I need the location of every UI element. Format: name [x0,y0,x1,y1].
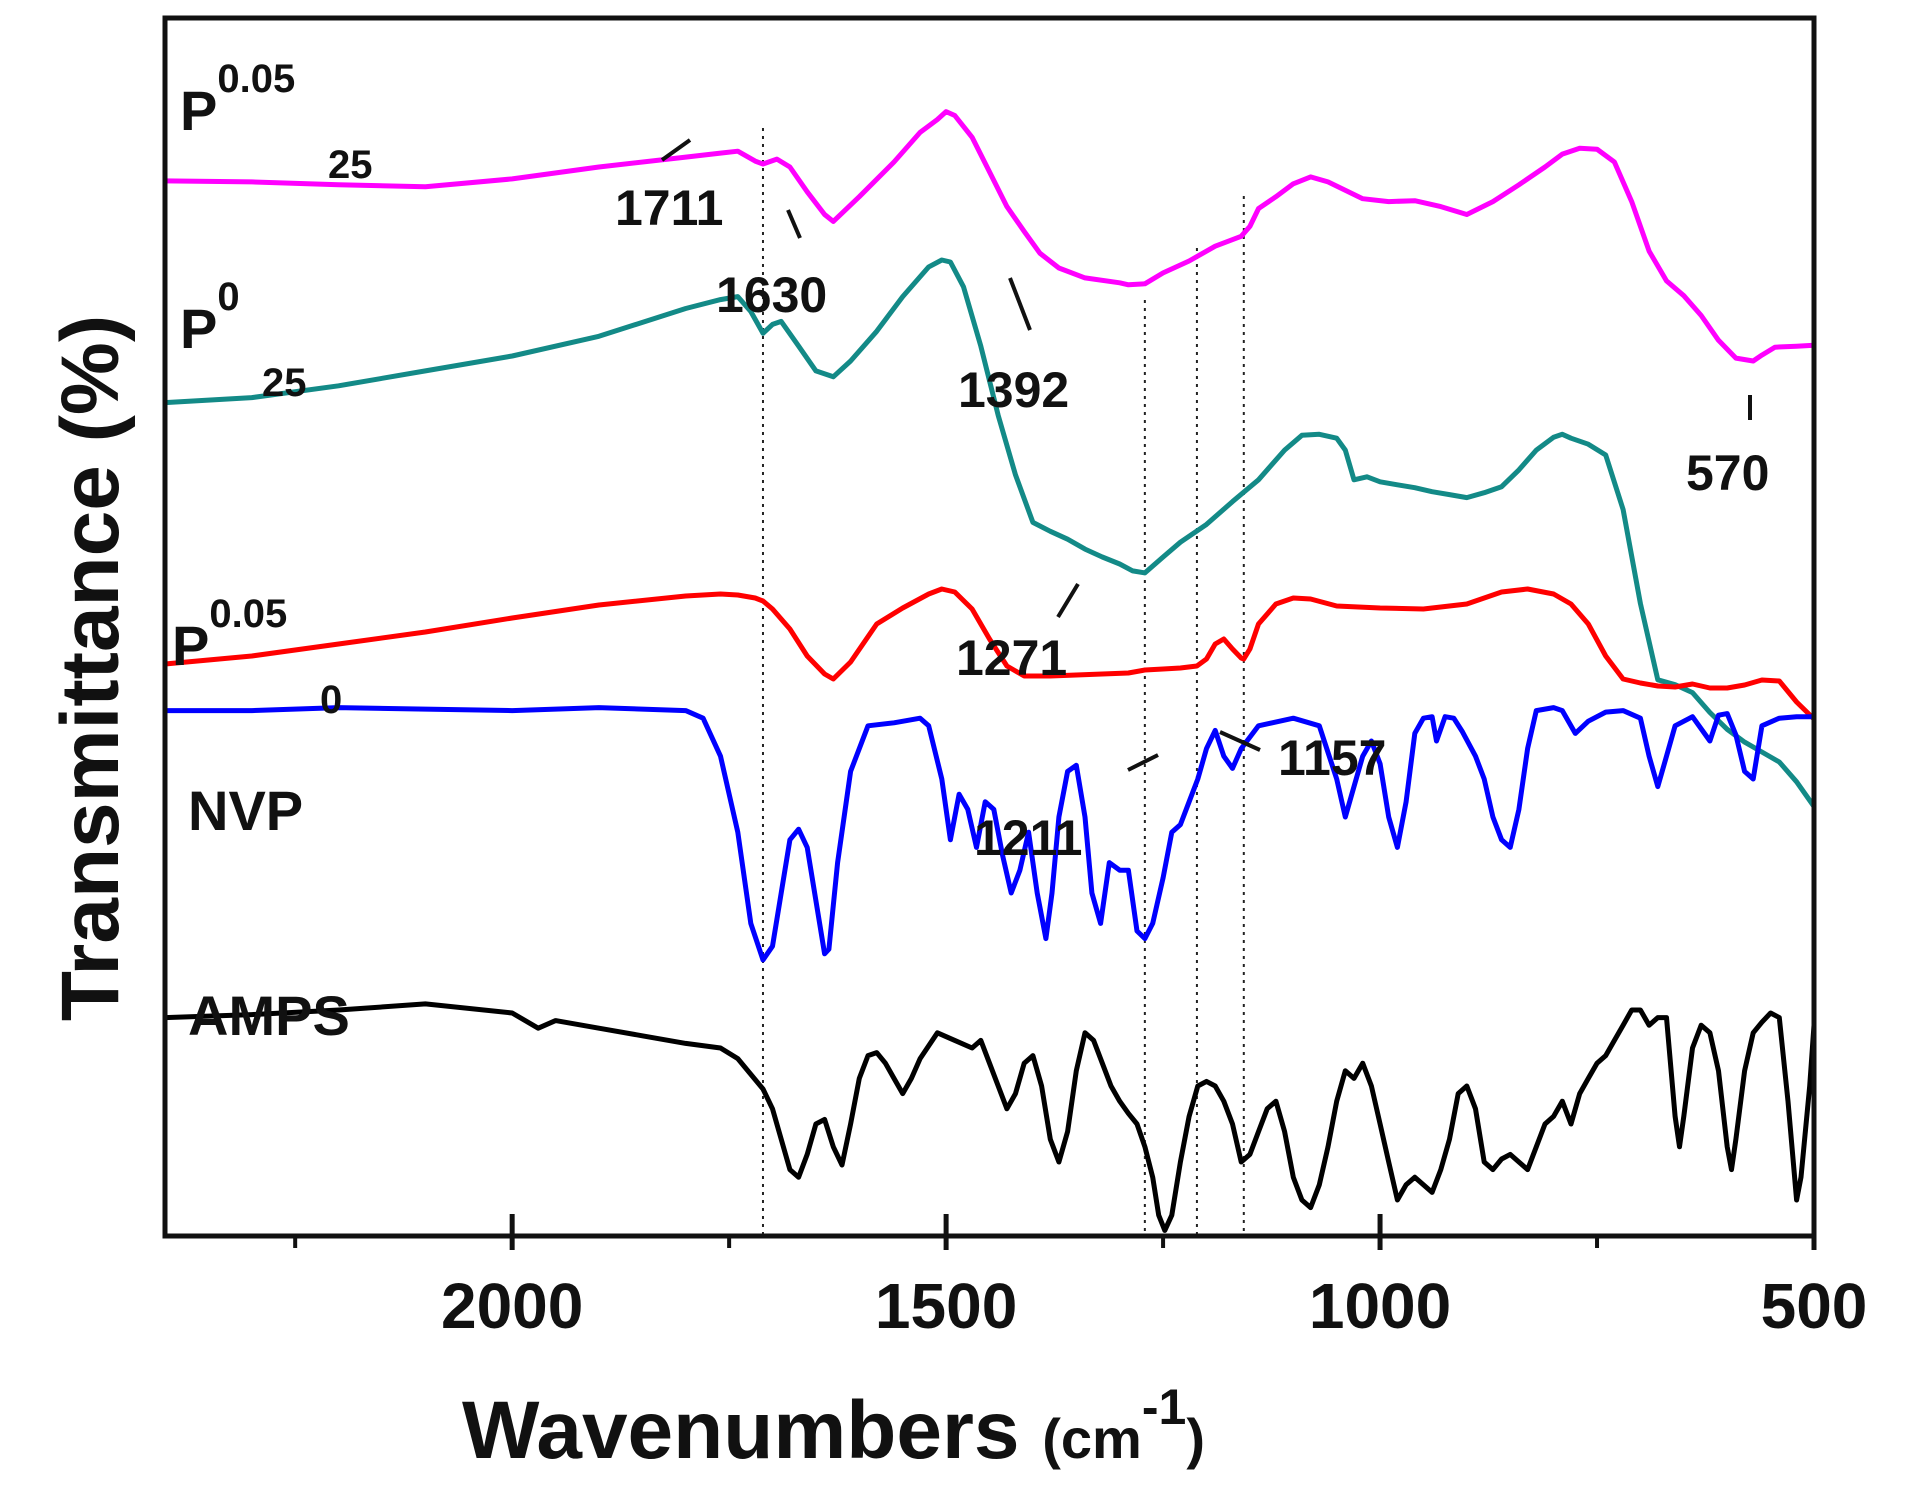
series-line-p0-05-25 [162,109,1817,364]
x-axis-title: Wavenumbers (cm-1) [462,1379,1205,1476]
series-label-p0-05-0: P0.05 0 [172,592,342,722]
peak-tick-1392 [1008,277,1032,331]
peak-label-1392: 1392 [958,362,1069,418]
series-label-base: AMPS [188,984,350,1047]
x-tick-label: 1000 [1309,1270,1451,1342]
peak-tick-1630 [786,209,802,239]
x-axis-title-unit-sup: -1 [1142,1379,1186,1435]
peak-label-570: 570 [1686,445,1769,501]
x-axis-title-main: Wavenumbers [462,1385,1042,1476]
series-label-nvp: NVP [188,779,303,842]
plot-background [165,18,1814,1236]
x-tick-label: 1500 [875,1270,1017,1342]
series-line-amps [162,1001,1817,1233]
reference-lines [761,128,1245,1236]
series-label-p0-05-25: P0.05 25 [180,57,373,187]
peak-label-1711: 1711 [615,180,723,236]
x-tick-label: 2000 [441,1270,583,1342]
peak-label-1211: 1211 [974,810,1082,866]
peak-label-1630: 1630 [716,267,827,323]
series-label-sup: 0.05 [217,57,295,101]
series-label-amps: AMPS [188,984,350,1047]
peak-tick-1711 [660,138,692,162]
x-axis-title-unit: (cm [1042,1407,1142,1470]
series-label-base: P [180,79,217,142]
axes: 2000 1500 1000 500 Wavenumbers (cm-1) Transmi… [45,15,1868,1476]
series-label-sub: 25 [328,143,373,187]
series-line-p0-05-0 [162,586,1817,722]
peak-tick-1157 [1219,730,1261,752]
series-label-sup: 0.05 [209,592,287,636]
peak-annotations: 1711 1630 1392 570 1271 1211 1157 [615,138,1769,866]
series-line-p0-25 [162,257,1817,809]
series-label-base: P [180,297,217,360]
series-label-p0-25: P0 25 [180,275,307,405]
y-axis-title: Transmittance (%) [45,315,136,1021]
series-label-sub: 0 [320,678,342,722]
peak-tick-1211 [1127,753,1159,772]
peak-tick-1271 [1056,582,1080,619]
series-label-sup: 0 [217,275,239,319]
peak-label-1271: 1271 [956,630,1067,686]
x-tick-label: 500 [1761,1270,1868,1342]
series-label-base: NVP [188,779,303,842]
peak-label-1157: 1157 [1278,730,1386,786]
series-label-sub: 25 [262,361,307,405]
series-label-base: P [172,614,209,677]
plot-frame [162,15,1817,1239]
series-line-nvp [162,705,1817,963]
series-lines [162,109,1817,1233]
plot-area [165,18,1814,1236]
x-axis-title-unit-close: ) [1186,1407,1205,1470]
